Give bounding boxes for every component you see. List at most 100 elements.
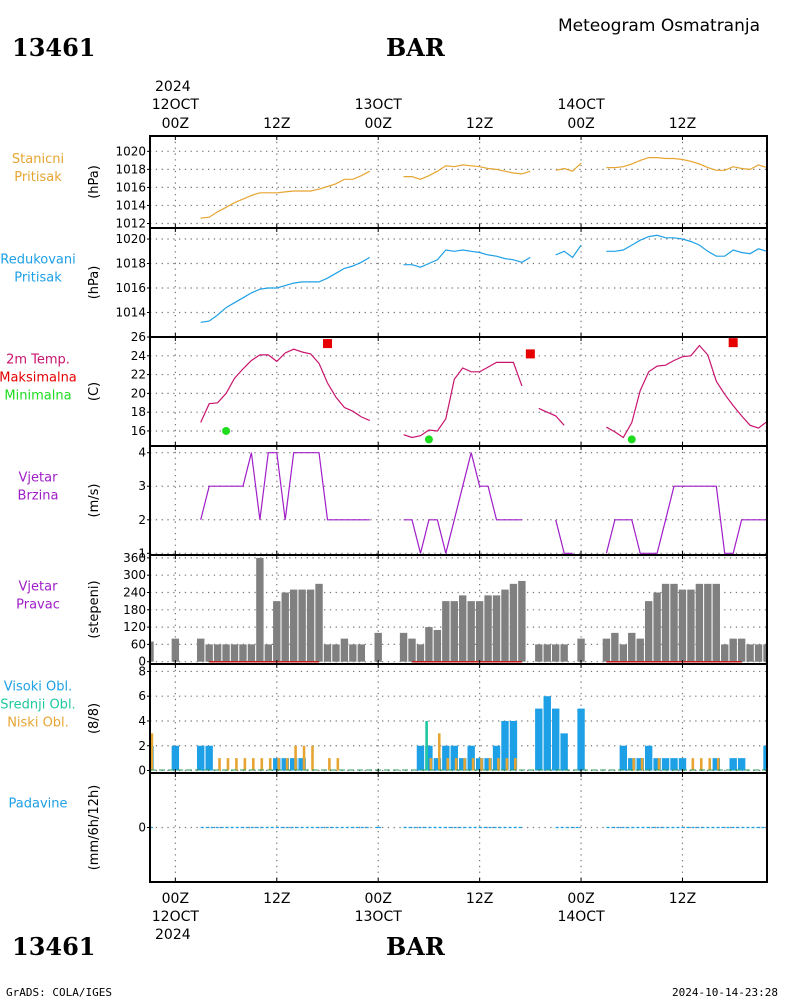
low-cloud-bar	[429, 758, 433, 771]
panel-label: Pritisak	[14, 271, 62, 286]
tmin-marker	[627, 435, 636, 444]
y-tick-label: 180	[123, 603, 146, 617]
y-tick-label: 0	[138, 655, 146, 669]
y-tick-label: 1014	[115, 198, 146, 212]
panel-wind_speed: 1 2 3 4 (m/s) Vjetar Brzina	[18, 445, 768, 560]
panel-label: Visoki Obl.	[4, 680, 72, 695]
direction-bar	[670, 583, 678, 662]
high-cloud-bar	[442, 745, 450, 771]
direction-bar	[560, 644, 568, 662]
y-tick-label: 1018	[115, 257, 146, 271]
station-id-top: 13461	[12, 33, 96, 62]
series-line	[200, 170, 371, 219]
direction-bar	[644, 601, 653, 662]
low-cloud-bar	[277, 758, 280, 771]
series-line	[200, 348, 371, 423]
panel-label: Pritisak	[14, 170, 62, 185]
panel-label: Stanicni	[12, 152, 64, 167]
plot-area-reduced_pressure	[150, 228, 767, 337]
plot-area-temperature	[150, 337, 767, 446]
hour-label-bottom: 00Z	[365, 891, 392, 907]
direction-bar	[298, 589, 306, 662]
plot-area-wind_direction	[150, 555, 767, 664]
direction-bar	[678, 589, 687, 662]
direction-bar	[729, 638, 737, 662]
direction-bar	[467, 601, 475, 662]
series-line	[606, 344, 767, 439]
hour-label-bottom: 12Z	[263, 891, 290, 907]
day-label-top: 14OCT	[557, 97, 605, 113]
year-label-top: 2024	[155, 79, 191, 95]
direction-bar	[746, 644, 754, 662]
high-cloud-bar	[644, 745, 653, 771]
top-time-axis: 12OCT 13OCT 14OCT 00Z 12Z 00Z 12Z 00Z 12Z	[152, 97, 696, 132]
high-cloud-bar	[416, 745, 425, 771]
low-cloud-bar	[505, 758, 509, 771]
low-cloud-bar	[708, 758, 712, 771]
direction-bar	[661, 583, 670, 662]
series-line	[555, 162, 582, 172]
y-tick-label: 4	[138, 446, 146, 460]
series-line	[403, 249, 531, 268]
low-cloud-bar	[463, 758, 466, 771]
timestamp-text: 2024-10-14-23:28	[672, 986, 778, 999]
y-tick-label: 120	[123, 620, 146, 634]
low-cloud-bar	[226, 758, 230, 771]
y-tick-label: 1012	[115, 216, 146, 230]
direction-bar	[256, 557, 264, 662]
panel-label: Minimalna	[4, 389, 71, 404]
y-tick-label: 3	[138, 479, 146, 493]
high-cloud-bar	[450, 745, 458, 771]
direction-bar	[653, 592, 661, 662]
direction-bar	[323, 644, 332, 662]
direction-bar	[704, 583, 712, 662]
direction-bar	[340, 638, 349, 662]
high-cloud-bar	[433, 758, 442, 771]
panel-precipitation: 0 (mm/6h/12h) Padavine	[9, 772, 768, 883]
y-tick-label: 360	[123, 551, 146, 565]
panel-frame	[149, 336, 768, 447]
credit-text: GrADS: COLA/IGES	[6, 986, 112, 999]
direction-bar	[450, 601, 458, 662]
series-line	[403, 164, 531, 180]
series-line	[555, 519, 573, 554]
y-tick-label: 300	[123, 568, 146, 582]
high-cloud-bar	[670, 758, 678, 771]
direction-bar	[442, 601, 450, 662]
series-line	[605, 485, 767, 554]
y-tick-label: 4	[138, 714, 146, 728]
hour-label-top: 12Z	[669, 116, 696, 132]
direction-bar	[357, 644, 366, 662]
y-tick-label: 24	[131, 349, 146, 363]
y-tick-label: 1	[138, 546, 146, 560]
panel-label: Padavine	[9, 797, 68, 812]
direction-bar	[289, 589, 298, 662]
direction-bar	[374, 632, 382, 662]
high-cloud-bar	[205, 745, 213, 771]
panel-label: Niski Obl.	[7, 716, 69, 731]
low-cloud-bar	[285, 758, 289, 771]
low-cloud-bar	[640, 758, 644, 771]
high-cloud-bar	[535, 708, 543, 771]
low-cloud-bar	[446, 758, 450, 771]
hour-label-bottom: 12Z	[669, 891, 696, 907]
low-cloud-bar	[488, 758, 492, 771]
y-tick-label: 20	[131, 386, 146, 400]
low-cloud-bar	[514, 758, 517, 771]
high-cloud-bar	[273, 758, 281, 771]
y-axis-label: (hPa)	[87, 266, 102, 300]
y-tick-label: 1016	[115, 281, 146, 295]
direction-bar	[551, 644, 560, 662]
high-cloud-bar	[543, 696, 551, 771]
tmin-marker	[424, 435, 433, 444]
panel-label: Redukovani	[0, 253, 75, 268]
low-cloud-bar	[218, 758, 221, 771]
low-cloud-bar	[302, 745, 306, 771]
panel-reduced_pressure: 1014 1016 1018 1020 (hPa) Redukovani Pritisak	[0, 227, 768, 338]
tmax-marker	[728, 338, 738, 348]
direction-bar	[754, 644, 763, 662]
high-cloud-bar	[459, 758, 467, 771]
panel-frame	[149, 227, 768, 338]
low-cloud-bar	[691, 758, 695, 771]
y-axis-label: (C)	[87, 382, 102, 401]
